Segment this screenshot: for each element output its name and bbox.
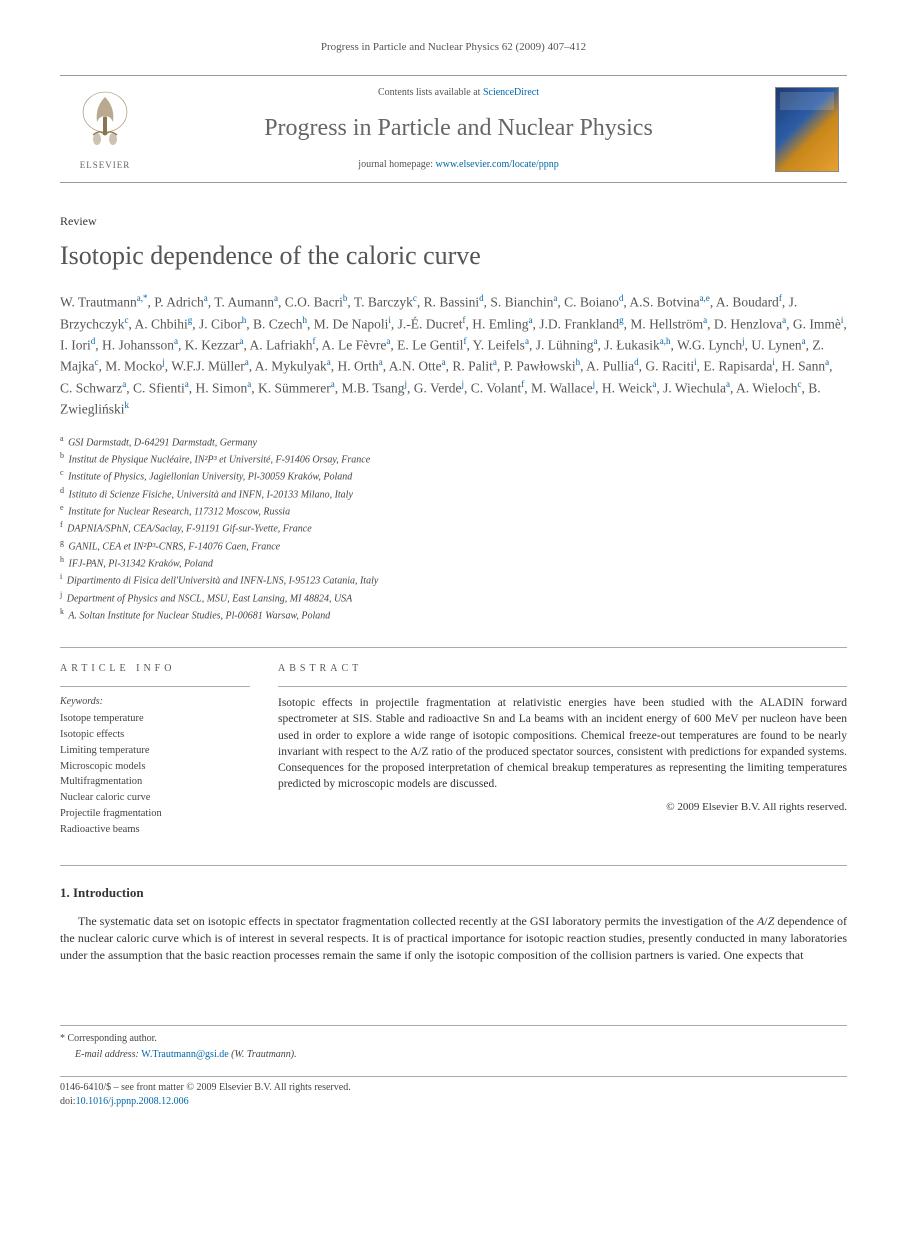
affiliation-line: i Dipartimento di Fisica dell'Università…: [60, 571, 847, 588]
email-note: E-mail address: W.Trautmann@gsi.de (W. T…: [75, 1048, 847, 1062]
keywords-list: Isotope temperatureIsotopic effectsLimit…: [60, 711, 250, 837]
affiliation-line: d Istituto di Scienze Fisiche, Universit…: [60, 485, 847, 502]
publication-info: 0146-6410/$ – see front matter © 2009 El…: [60, 1076, 847, 1109]
sciencedirect-link[interactable]: ScienceDirect: [483, 87, 539, 98]
keywords-label: Keywords:: [60, 695, 250, 709]
affiliation-line: a GSI Darmstadt, D-64291 Darmstadt, Germ…: [60, 433, 847, 450]
email-label: E-mail address:: [75, 1049, 139, 1060]
doi-label: doi:: [60, 1096, 76, 1107]
section-heading-introduction: 1. Introduction: [60, 884, 847, 902]
email-attribution: (W. Trautmann).: [231, 1049, 296, 1060]
article-info-label: ARTICLE INFO: [60, 662, 250, 676]
journal-homepage-line: journal homepage: www.elsevier.com/locat…: [170, 158, 747, 172]
abstract-label: ABSTRACT: [278, 662, 847, 676]
article-info-column: ARTICLE INFO Keywords: Isotope temperatu…: [60, 662, 250, 837]
elsevier-tree-icon: [75, 87, 135, 157]
affiliation-line: g GANIL, CEA et IN²P³-CNRS, F-14076 Caen…: [60, 537, 847, 554]
journal-cover-thumbnail: [775, 87, 839, 172]
journal-title: Progress in Particle and Nuclear Physics: [170, 112, 747, 146]
abstract-column: ABSTRACT Isotopic effects in projectile …: [278, 662, 847, 837]
affiliation-line: f DAPNIA/SPhN, CEA/Saclay, F-91191 Gif-s…: [60, 519, 847, 536]
article-type: Review: [60, 213, 847, 230]
corresponding-author-note: * Corresponding author.: [60, 1032, 847, 1046]
affiliation-line: h IFJ-PAN, Pl-31342 Kraków, Poland: [60, 554, 847, 571]
keyword-item: Projectile fragmentation: [60, 806, 250, 822]
contents-available-line: Contents lists available at ScienceDirec…: [170, 86, 747, 100]
publisher-logo-cell: ELSEVIER: [60, 76, 150, 182]
affiliation-line: k A. Soltan Institute for Nuclear Studie…: [60, 606, 847, 623]
keyword-item: Limiting temperature: [60, 743, 250, 759]
affiliation-line: c Institute of Physics, Jagiellonian Uni…: [60, 467, 847, 484]
journal-header: ELSEVIER Contents lists available at Sci…: [60, 75, 847, 183]
keyword-item: Multifragmentation: [60, 774, 250, 790]
doi-link[interactable]: 10.1016/j.ppnp.2008.12.006: [76, 1096, 189, 1107]
keyword-item: Isotopic effects: [60, 727, 250, 743]
issn-copyright-line: 0146-6410/$ – see front matter © 2009 El…: [60, 1081, 847, 1095]
introduction-paragraph: The systematic data set on isotopic effe…: [60, 913, 847, 965]
authors-list: W. Trautmanna,*, P. Adricha, T. Aumanna,…: [60, 292, 847, 421]
keyword-item: Radioactive beams: [60, 822, 250, 838]
abstract-text: Isotopic effects in projectile fragmenta…: [278, 695, 847, 792]
info-abstract-row: ARTICLE INFO Keywords: Isotope temperatu…: [60, 647, 847, 837]
cover-thumbnail-cell: [767, 76, 847, 182]
affiliation-line: j Department of Physics and NSCL, MSU, E…: [60, 589, 847, 606]
keyword-item: Nuclear caloric curve: [60, 790, 250, 806]
contents-prefix: Contents lists available at: [378, 87, 483, 98]
keyword-item: Microscopic models: [60, 759, 250, 775]
affiliation-line: e Institute for Nuclear Research, 117312…: [60, 502, 847, 519]
abstract-copyright: © 2009 Elsevier B.V. All rights reserved…: [278, 800, 847, 815]
affiliation-line: b Institut de Physique Nucléaire, IN²P³ …: [60, 450, 847, 467]
citation-line: Progress in Particle and Nuclear Physics…: [60, 40, 847, 55]
publisher-name: ELSEVIER: [80, 159, 131, 172]
journal-homepage-link[interactable]: www.elsevier.com/locate/ppnp: [436, 159, 559, 170]
article-title: Isotopic dependence of the caloric curve: [60, 238, 847, 274]
header-center: Contents lists available at ScienceDirec…: [150, 76, 767, 182]
corresponding-email-link[interactable]: W.Trautmann@gsi.de: [141, 1049, 228, 1060]
homepage-prefix: journal homepage:: [358, 159, 435, 170]
affiliations-list: a GSI Darmstadt, D-64291 Darmstadt, Germ…: [60, 433, 847, 624]
footer-block: * Corresponding author. E-mail address: …: [60, 1025, 847, 1109]
keyword-item: Isotope temperature: [60, 711, 250, 727]
doi-line: doi:10.1016/j.ppnp.2008.12.006: [60, 1095, 847, 1109]
